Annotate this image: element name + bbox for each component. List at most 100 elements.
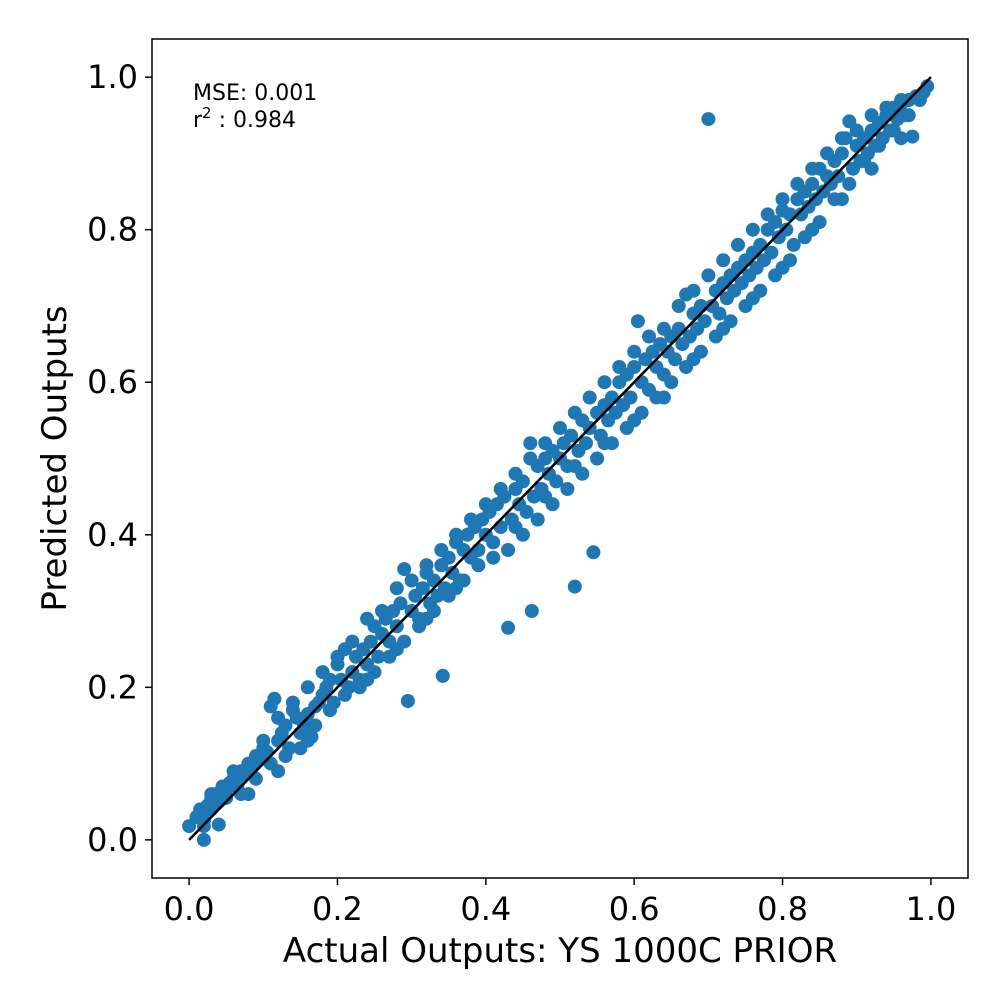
data-point — [389, 642, 404, 657]
x-tick-label: 0.0 — [164, 890, 215, 928]
data-point — [300, 733, 315, 748]
data-point — [597, 375, 612, 390]
data-point — [775, 192, 790, 207]
data-point — [805, 222, 820, 237]
data-point — [764, 245, 779, 260]
data-point — [360, 611, 375, 626]
data-point — [901, 108, 916, 123]
data-point — [204, 802, 219, 817]
data-point — [905, 129, 920, 144]
data-point — [271, 764, 286, 779]
data-point — [775, 260, 790, 275]
data-point — [879, 100, 894, 115]
data-point — [271, 710, 286, 725]
data-point — [297, 718, 312, 733]
data-point — [400, 694, 415, 708]
y-axis-label: Predicted Outputs — [35, 305, 75, 611]
data-point — [538, 489, 553, 504]
data-point — [567, 579, 582, 594]
data-point — [849, 123, 864, 138]
data-point — [267, 691, 282, 706]
data-point — [872, 138, 886, 153]
x-tick-label: 0.8 — [757, 890, 808, 928]
x-tick-label: 0.6 — [609, 890, 660, 928]
r2-annotation: r2 : 0.984 — [193, 104, 296, 133]
data-point — [560, 482, 575, 496]
data-point — [345, 634, 360, 649]
data-point — [805, 176, 820, 191]
data-point — [278, 749, 293, 763]
data-point — [204, 787, 219, 802]
data-point — [701, 268, 716, 283]
r2-superscript: 2 — [202, 104, 212, 122]
data-point — [486, 535, 501, 550]
data-point — [530, 512, 545, 527]
y-tick-label: 0.6 — [87, 363, 138, 401]
data-point — [337, 687, 352, 702]
data-point — [712, 306, 727, 321]
data-point — [523, 451, 538, 466]
data-point — [597, 436, 612, 451]
data-point — [701, 112, 716, 127]
data-point — [779, 222, 794, 237]
data-point — [404, 573, 419, 588]
data-point — [371, 649, 386, 664]
data-point — [686, 283, 701, 298]
data-point — [760, 207, 775, 222]
data-point — [842, 176, 857, 191]
data-point — [864, 108, 879, 123]
data-point — [579, 436, 593, 451]
data-point — [397, 562, 412, 577]
plot-frame — [151, 38, 969, 879]
data-point — [564, 428, 579, 443]
x-tick-label: 0.2 — [312, 890, 363, 928]
y-axis-ticks: 0.0 0.2 0.4 0.6 0.8 1.0 — [87, 58, 152, 859]
data-point — [668, 352, 682, 367]
data-point — [519, 504, 534, 519]
data-point — [790, 176, 805, 191]
data-point — [716, 321, 731, 336]
data-point — [486, 550, 501, 565]
y-tick-label: 0.0 — [87, 821, 138, 859]
data-point — [627, 413, 642, 428]
data-point — [831, 169, 846, 184]
data-point — [524, 604, 539, 618]
data-point — [471, 558, 486, 573]
data-point — [449, 527, 464, 542]
y-tick-label: 0.8 — [87, 211, 138, 249]
data-point — [671, 299, 686, 313]
r2-prefix: r — [193, 108, 203, 133]
data-point — [864, 161, 879, 176]
data-point — [393, 596, 408, 611]
data-point — [375, 604, 389, 618]
data-point — [300, 680, 315, 695]
data-point — [586, 545, 601, 560]
x-tick-label: 1.0 — [905, 890, 956, 928]
data-point — [630, 314, 645, 329]
data-point — [656, 390, 671, 405]
data-point — [745, 222, 760, 237]
data-point — [434, 543, 449, 557]
data-point — [805, 161, 820, 176]
data-point — [323, 703, 337, 718]
data-point — [642, 329, 656, 344]
data-point — [786, 237, 801, 252]
data-point — [196, 832, 211, 847]
data-point — [834, 192, 849, 207]
data-point — [501, 543, 516, 557]
data-point — [226, 764, 241, 779]
data-point — [745, 291, 760, 306]
data-point — [590, 451, 605, 466]
data-point — [315, 665, 330, 680]
data-point — [435, 668, 450, 683]
data-point — [471, 543, 486, 557]
data-point — [501, 620, 516, 635]
x-axis-ticks: 0.0 0.2 0.4 0.6 0.8 1.0 — [164, 878, 956, 928]
data-point — [211, 817, 226, 832]
data-point — [256, 733, 271, 748]
data-point — [627, 344, 642, 359]
data-point — [419, 558, 434, 573]
data-point — [656, 321, 671, 336]
y-tick-label: 0.2 — [87, 668, 138, 706]
